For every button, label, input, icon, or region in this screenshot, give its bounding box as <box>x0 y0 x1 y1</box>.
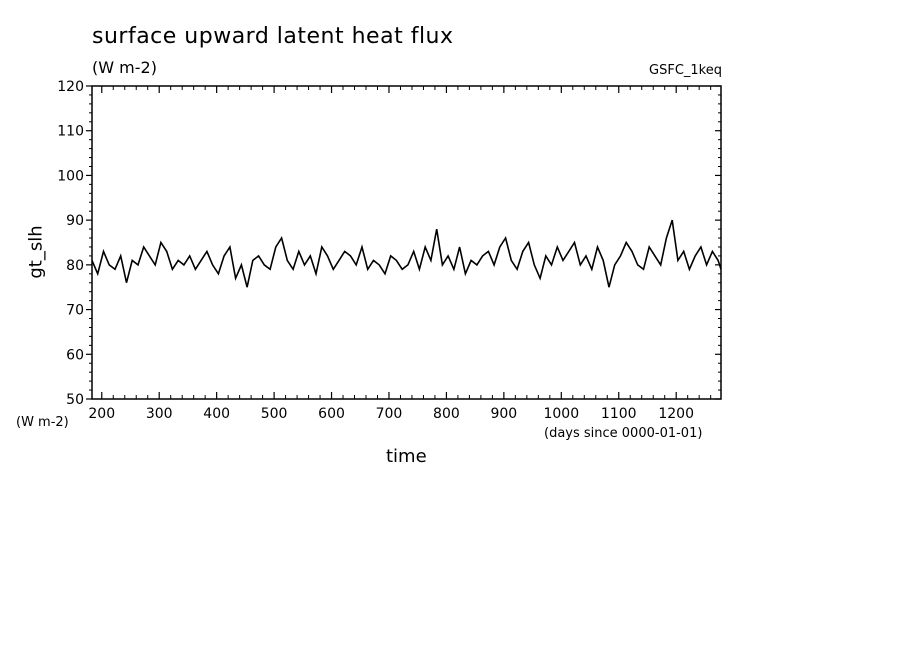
x-axis: 200 300 400 500 600 700 800 900 1000 1100 1200 <box>88 86 694 422</box>
y-axis: 50 60 70 80 90 100 110 120 <box>57 79 721 408</box>
minor-ticks <box>89 86 721 399</box>
source-label: GSFC_1keq <box>649 63 722 78</box>
y-tick-label-1: 60 <box>66 347 84 363</box>
x-axis-label: time <box>386 446 427 467</box>
x-tick-label-3: 500 <box>261 406 288 422</box>
y-tick-label-7: 120 <box>57 79 84 95</box>
y-tick-label-0: 50 <box>66 392 84 408</box>
x-tick-label-1: 300 <box>146 406 173 422</box>
y-axis-label: gt_slh <box>25 225 47 279</box>
x-tick-label-7: 900 <box>490 406 517 422</box>
chart-units: (W m-2) <box>92 58 157 77</box>
x-tick-label-8: 1000 <box>543 406 579 422</box>
chart-title: surface upward latent heat flux <box>92 24 454 49</box>
x-tick-label-0: 200 <box>88 406 115 422</box>
x-tick-label-2: 400 <box>203 406 230 422</box>
y-tick-label-4: 90 <box>66 213 84 229</box>
y-axis-unit: (W m-2) <box>16 415 69 430</box>
y-tick-label-5: 100 <box>57 168 84 184</box>
series-line <box>91 219 722 288</box>
y-tick-label-3: 80 <box>66 258 84 274</box>
plot-frame <box>91 85 722 400</box>
x-tick-label-4: 600 <box>318 406 345 422</box>
x-tick-label-6: 800 <box>433 406 460 422</box>
x-tick-label-9: 1100 <box>601 406 637 422</box>
x-tick-label-10: 1200 <box>658 406 694 422</box>
y-tick-label-6: 110 <box>57 124 84 140</box>
x-axis-unit: (days since 0000-01-01) <box>544 426 703 441</box>
y-tick-label-2: 70 <box>66 303 84 319</box>
x-tick-label-5: 700 <box>376 406 403 422</box>
